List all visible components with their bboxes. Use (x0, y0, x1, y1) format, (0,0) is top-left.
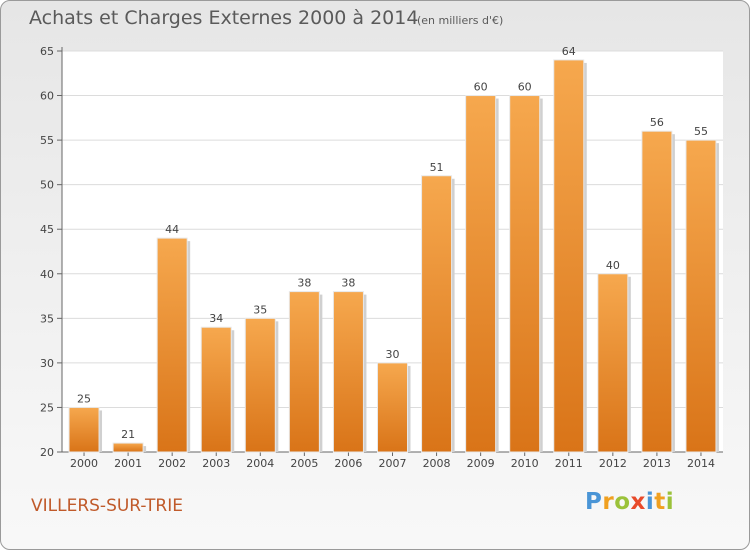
x-tick-label: 2002 (158, 457, 186, 470)
bar-value-label: 30 (386, 348, 400, 361)
x-tick-label: 2014 (687, 457, 715, 470)
bar[interactable] (685, 139, 717, 453)
bar-value-label: 56 (650, 116, 664, 129)
bar[interactable] (509, 95, 541, 453)
bar-value-label: 21 (121, 428, 135, 441)
x-tick-label: 2011 (555, 457, 583, 470)
x-tick-label: 2013 (643, 457, 671, 470)
bar[interactable] (288, 291, 320, 453)
x-tick-label: 2010 (511, 457, 539, 470)
y-tick-label: 65 (40, 45, 54, 58)
bar-value-label: 38 (297, 277, 311, 290)
bar-value-label: 35 (253, 303, 267, 316)
x-tick-label: 2003 (202, 457, 230, 470)
proxiti-logo[interactable]: Proxiti (585, 489, 675, 515)
x-tick-label: 2004 (246, 457, 274, 470)
bar[interactable] (112, 442, 144, 453)
y-tick-label: 30 (40, 357, 54, 370)
x-tick-label: 2009 (467, 457, 495, 470)
chart-subtitle: (en milliers d'€) (417, 14, 504, 27)
bar-value-label: 64 (562, 45, 576, 58)
bar-value-label: 34 (209, 312, 223, 325)
bar-value-label: 51 (430, 161, 444, 174)
x-tick-label: 2000 (70, 457, 98, 470)
bar[interactable] (465, 95, 497, 453)
bar[interactable] (553, 59, 585, 453)
y-tick-label: 45 (40, 223, 54, 236)
y-tick-label: 25 (40, 401, 54, 414)
bar-value-label: 44 (165, 223, 179, 236)
x-tick-label: 2007 (379, 457, 407, 470)
commune-name: VILLERS-SUR-TRIE (31, 496, 183, 516)
y-tick-label: 55 (40, 134, 54, 147)
bar[interactable] (597, 273, 629, 453)
y-tick-label: 50 (40, 179, 54, 192)
y-tick-label: 20 (40, 446, 54, 459)
bar[interactable] (244, 317, 276, 453)
bar-value-label: 55 (694, 125, 708, 138)
labels: 20 25 30 35 40 45 50 55 60 65 25 2000 21 2001 44 2002 34… (40, 45, 715, 470)
x-tick-label: 2008 (423, 457, 451, 470)
bar-value-label: 60 (518, 81, 532, 94)
y-tick-label: 40 (40, 268, 54, 281)
bar-value-label: 60 (474, 81, 488, 94)
bar[interactable] (377, 362, 408, 453)
chart-title: Achats et Charges Externes 2000 à 2014 (29, 7, 419, 29)
bar[interactable] (332, 291, 364, 453)
bar[interactable] (156, 237, 188, 453)
bar-value-label: 25 (77, 392, 91, 405)
bar-value-label: 38 (341, 277, 355, 290)
bar[interactable] (421, 175, 453, 453)
bar-value-label: 40 (606, 259, 620, 272)
x-tick-label: 2012 (599, 457, 627, 470)
y-tick-label: 35 (40, 312, 54, 325)
bar[interactable] (68, 406, 100, 453)
x-tick-label: 2006 (334, 457, 362, 470)
x-tick-label: 2001 (114, 457, 142, 470)
bar[interactable] (641, 130, 673, 453)
bar[interactable] (200, 326, 232, 453)
y-tick-label: 60 (40, 90, 54, 103)
x-tick-label: 2005 (290, 457, 318, 470)
bars (68, 59, 719, 453)
